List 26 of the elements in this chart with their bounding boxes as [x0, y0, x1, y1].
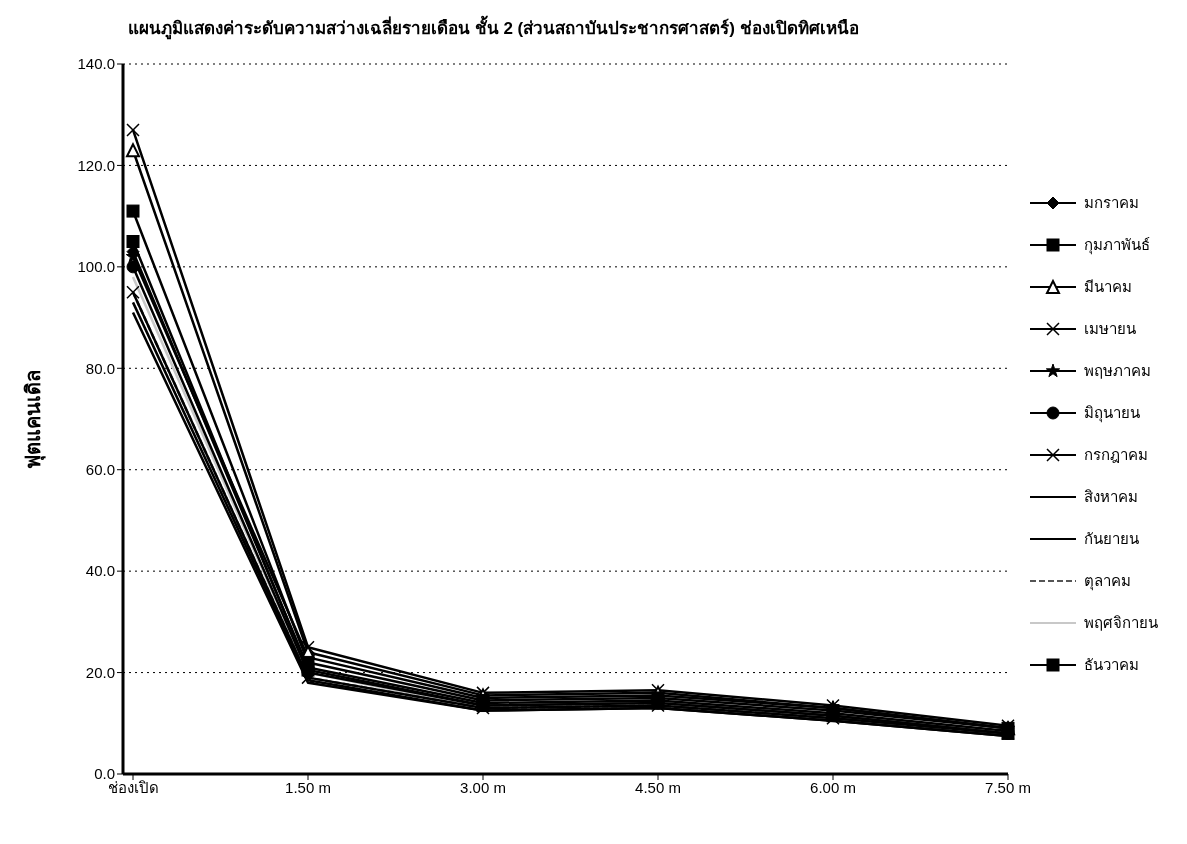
- x-tick-label: 7.50 m: [985, 778, 1031, 796]
- y-tick-label: 140.0: [77, 55, 115, 73]
- x-tick-label: 6.00 m: [810, 778, 856, 796]
- y-tick-label: 120.0: [77, 156, 115, 174]
- y-tick-label: 20.0: [85, 663, 115, 681]
- x-tick-label: 3.00 m: [460, 778, 506, 796]
- legend-label: สิงหาคม: [1084, 487, 1138, 507]
- y-tick-label: 100.0: [77, 258, 115, 276]
- legend-label: ตุลาคม: [1084, 571, 1131, 593]
- legend-label: พฤษภาคม: [1084, 361, 1151, 381]
- y-axis-title: ฟุตแคนเดิล: [22, 369, 47, 469]
- y-tick-label: 80.0: [85, 359, 115, 377]
- legend-label: พฤศจิกายน: [1084, 613, 1158, 633]
- legend-label: เมษายน: [1084, 319, 1136, 339]
- x-tick-label: 1.50 m: [285, 778, 331, 796]
- legend-label: กันยายน: [1084, 529, 1139, 549]
- legend-label: มกราคม: [1084, 193, 1139, 213]
- legend-label: กรกฎาคม: [1084, 445, 1148, 465]
- legend-label: มีนาคม: [1084, 277, 1132, 297]
- y-tick-label: 60.0: [85, 461, 115, 479]
- legend-label: กุมภาพันธ์: [1084, 235, 1150, 257]
- y-tick-label: 40.0: [85, 562, 115, 580]
- chart-title: แผนภูมิแสดงค่าระดับความสว่างเฉลี่ยรายเดือน ชั้น 2 (ส่วนสถาบันประชากรศาสตร์) ช่องเปิดทิศเหนือ: [128, 14, 860, 42]
- legend-label: มิถุนายน: [1084, 403, 1140, 425]
- legend-label: ธันวาคม: [1084, 655, 1139, 675]
- x-tick-label: 4.50 m: [635, 778, 681, 796]
